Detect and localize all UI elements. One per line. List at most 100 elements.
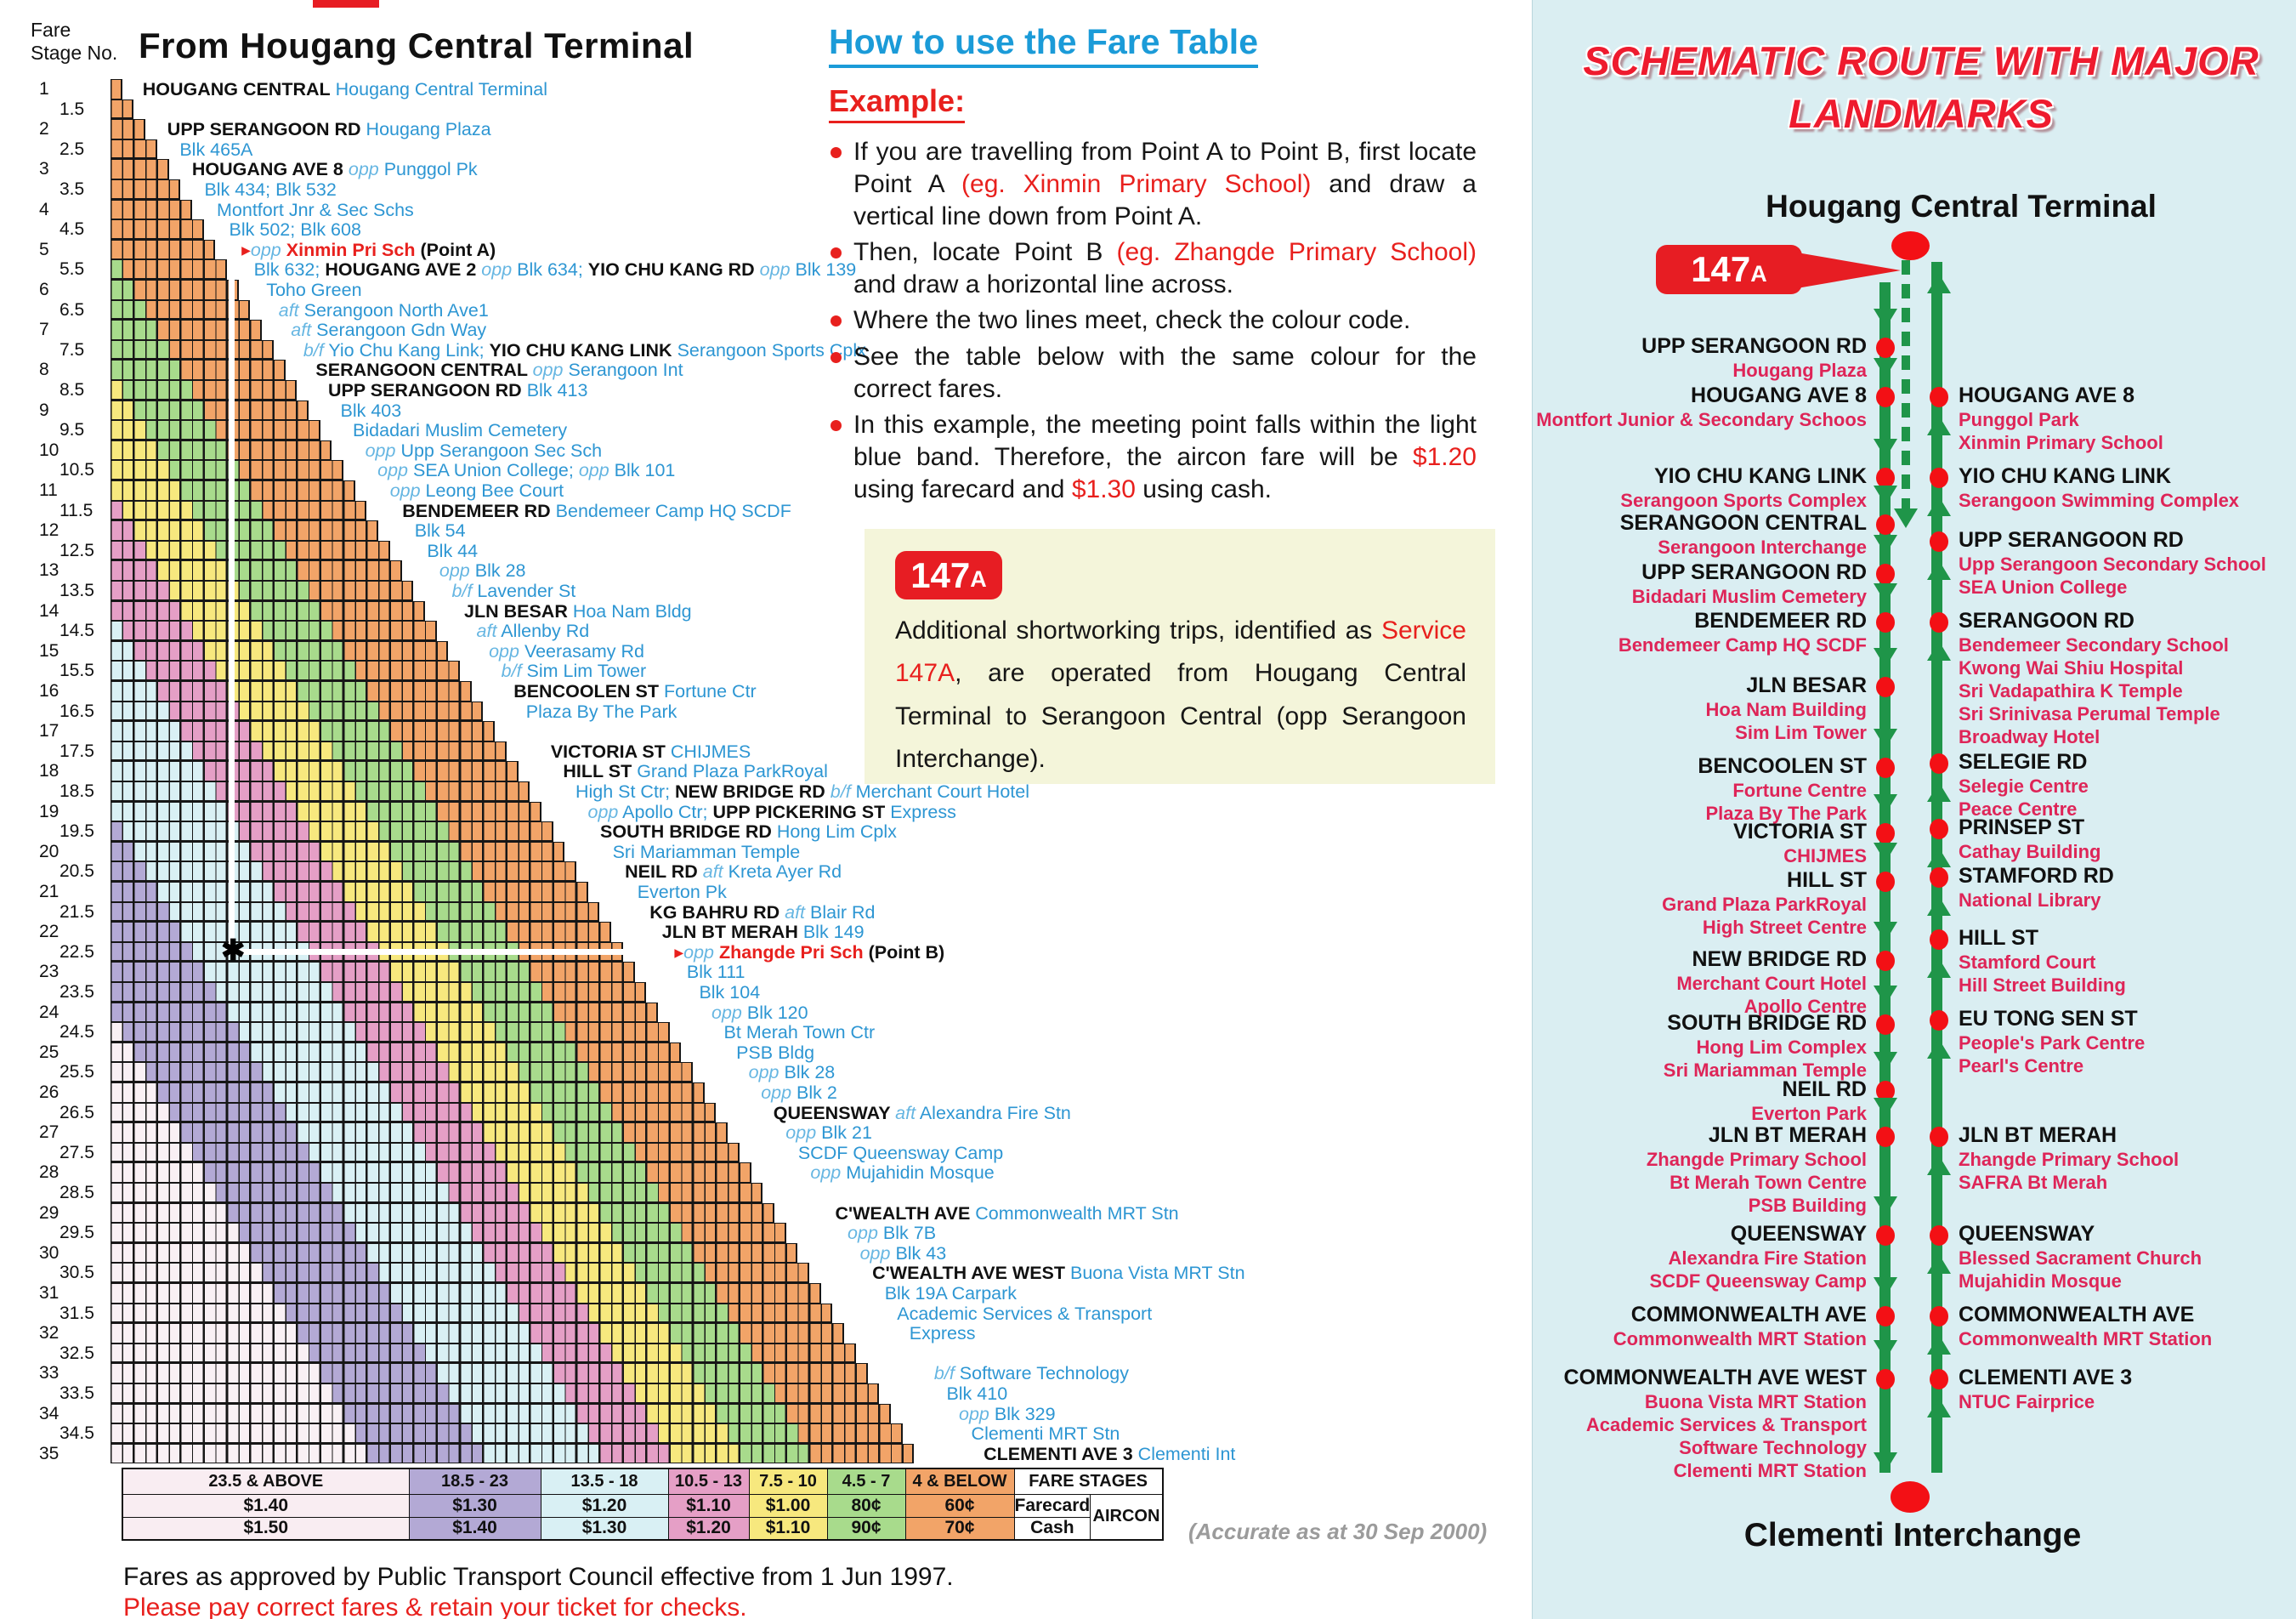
stop-landmark: People's Park Centre: [1959, 1032, 2146, 1054]
fare-stage-number: 29.5: [60, 1223, 94, 1243]
howto-section-title-wrap: How to use the Fare Table: [829, 22, 1258, 68]
text-segment: (Point B): [863, 941, 945, 963]
service-note-box: 147 A Additional shortworking trips, iden…: [865, 529, 1495, 784]
fare-stage-number: 26.5: [60, 1102, 94, 1122]
text-segment: $1.20: [1412, 442, 1477, 471]
fare-row: [111, 1283, 821, 1304]
stop-landmark: Cathay Building: [1959, 841, 2101, 862]
fare-row: [111, 841, 565, 862]
text-segment: Blk 21: [816, 1122, 872, 1144]
down-arrowhead-icon: [1873, 843, 1897, 862]
text-segment: Blk 329: [989, 1403, 1056, 1424]
fare-stop-label: JLN BT MERAH Blk 149: [661, 922, 865, 943]
text-segment: UPP SERANGOON RD: [327, 380, 527, 400]
stop-dot: [1876, 1225, 1895, 1246]
fare-stage-number: 22: [39, 922, 60, 942]
text-segment: Apollo Ctr;: [618, 801, 713, 822]
text-segment: YIO CHU KANG RD: [587, 259, 760, 281]
text-segment: opp: [439, 560, 470, 582]
up-arrowhead-icon: [1926, 958, 1951, 978]
legend-cell: $1.40: [122, 1493, 410, 1518]
text-segment: NEW BRIDGE RD: [675, 781, 831, 802]
fare-stop-label: KG BAHRU RD aft Blair Rd: [649, 902, 875, 923]
up-arrowhead-icon: [1926, 1156, 1951, 1175]
fare-stage-axis-label: Fare Stage No.: [31, 19, 117, 65]
page-title: From Hougang Central Terminal: [139, 26, 694, 65]
text-segment: (eg. Zhangde Primary School): [1116, 238, 1477, 267]
stop-landmark: Commonwealth MRT Station: [1613, 1328, 1867, 1349]
down-arrowhead-icon: [1873, 535, 1897, 554]
text-segment: aft: [476, 621, 497, 642]
schematic-stop-south: NEIL RD Everton Park: [1190, 1076, 1867, 1125]
fare-row: [111, 1343, 856, 1364]
fare-stop-label: ▸opp Xinmin Pri Sch (Point A): [241, 240, 496, 261]
text-segment: Zhangde Pri Sch: [719, 941, 864, 963]
text-segment: JLN BT MERAH: [661, 922, 803, 943]
fare-row: [111, 380, 298, 400]
bullet-dot-icon: [831, 247, 842, 259]
stop-dot: [1930, 1010, 1948, 1031]
fare-row: [111, 1142, 740, 1163]
fare-stage-number: 23: [39, 962, 60, 982]
fare-stage-number: 15.5: [60, 661, 94, 681]
down-arrowhead-icon: [1873, 1277, 1897, 1297]
stop-landmark: CHIJMES: [1783, 845, 1867, 866]
stop-landmark: National Library: [1959, 889, 2101, 911]
stop-dot: [1876, 1127, 1895, 1147]
stop-landmark: Grand Plaza ParkRoyal: [1662, 894, 1867, 915]
text-segment: SERANGOON CENTRAL: [315, 360, 533, 381]
stop-dot: [1930, 612, 1948, 633]
text-segment: HOUGANG AVE 8: [191, 159, 349, 180]
fare-stage-number: 32.5: [60, 1343, 94, 1363]
text-segment: SCDF Queensway Camp: [797, 1142, 1004, 1163]
legend-table: 23.5 & ABOVE 18.5 - 23 13.5 - 18 10.5 - 13 7…: [122, 1468, 1164, 1541]
stop-dot: [1876, 387, 1895, 407]
fare-row: [111, 99, 134, 120]
down-arrowhead-icon: [1873, 922, 1897, 941]
fare-stage-number: 17.5: [60, 741, 94, 761]
fare-row: [111, 1423, 903, 1444]
fare-stop-label: opp Blk 28: [439, 561, 526, 582]
stop-landmark: Clementi MRT Station: [1673, 1460, 1867, 1481]
up-arrowhead-icon: [1926, 1039, 1951, 1059]
stop-street-name: STAMFORD RD: [1959, 864, 2114, 888]
point-a-guide-line: [229, 259, 235, 951]
fare-row: [111, 139, 157, 160]
schematic-badge-suffix: A: [1750, 260, 1767, 287]
fare-row: [111, 339, 274, 361]
fare-stop-label: Blk 632; HOUGANG AVE 2 opp Blk 634; YIO …: [254, 260, 857, 281]
text-segment: Express: [890, 801, 956, 822]
fare-stage-axis-label-line2: Stage No.: [31, 42, 118, 64]
text-segment: opp: [489, 640, 519, 662]
stop-dot: [1876, 514, 1895, 535]
text-segment: A: [938, 659, 955, 688]
fare-stage-number: 30.5: [60, 1263, 94, 1283]
text-segment: Blk 7B: [877, 1223, 937, 1244]
fare-stop-label: Blk 434; Blk 532: [204, 179, 336, 201]
text-segment: ▸: [674, 941, 684, 963]
text-segment: opp: [348, 159, 379, 180]
legend-cell: 70¢: [904, 1516, 1015, 1541]
fare-stage-number: 31.5: [60, 1303, 94, 1323]
schematic-stop-south: BENCOOLEN ST Fortune Centre Plaza By The P…: [1190, 753, 1867, 825]
text-segment: Blk 465A: [179, 139, 253, 160]
fare-row: [111, 882, 588, 902]
legend-cell: $1.00: [748, 1493, 828, 1518]
schematic-stop-south: COMMONWEALTH AVE WEST Buona Vista MRT Sta…: [1190, 1365, 1867, 1482]
stop-landmark: NTUC Fairprice: [1959, 1391, 2095, 1412]
text-segment: JLN BESAR: [464, 600, 573, 622]
fare-stop-label: Sri Mariamman Temple: [613, 842, 801, 863]
text-segment: Fortune Ctr: [663, 681, 757, 702]
text-segment: Grand Plaza ParkRoyal: [637, 761, 828, 782]
fare-stage-number: 32: [39, 1323, 60, 1343]
bullet-text: Then, locate Point B (eg. Zhangde Primar…: [853, 236, 1477, 301]
fare-legend-table: 23.5 & ABOVE 18.5 - 23 13.5 - 18 10.5 - 13 7…: [122, 1468, 1164, 1541]
stop-dot: [1876, 564, 1895, 584]
text-segment: (eg. Xinmin Primary School): [961, 170, 1312, 199]
stop-landmark: Serangoon Interchange: [1658, 537, 1867, 558]
down-arrowhead-icon: [1873, 439, 1897, 458]
fare-stage-number: 18.5: [60, 781, 94, 801]
fare-stage-number: 9.5: [60, 420, 85, 440]
fare-stop-label: BENCOOLEN ST Fortune Ctr: [513, 681, 757, 702]
fare-row: [111, 500, 367, 521]
